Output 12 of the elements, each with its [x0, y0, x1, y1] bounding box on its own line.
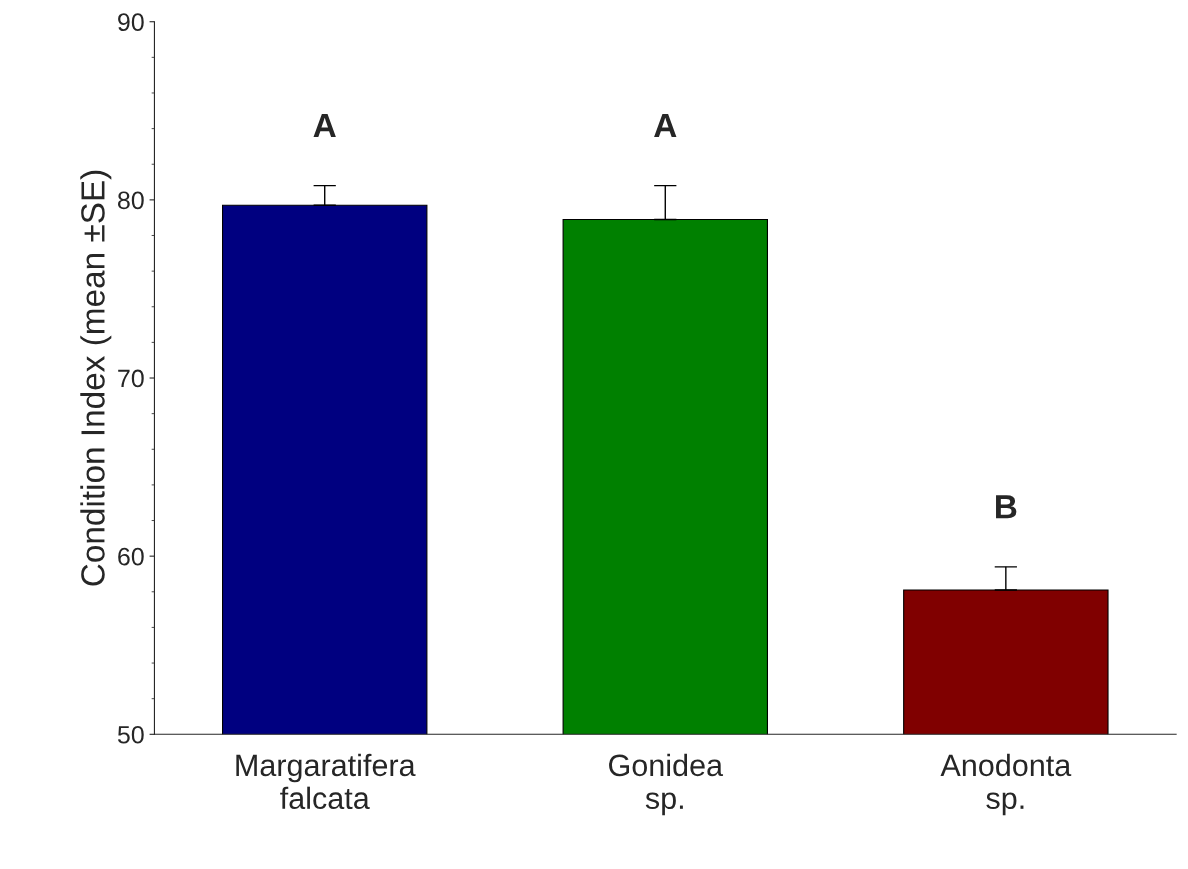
x-tick-label: Margaratifera falcata — [236, 753, 416, 810]
x-tick-label: Gonidea sp. — [609, 753, 724, 816]
annotation: A — [313, 114, 336, 138]
annotation: A — [654, 114, 677, 138]
y-tick-label: 70 — [118, 369, 144, 388]
y-axis-title: Condition Index (mean ±SE) — [80, 170, 112, 586]
y-tick-label: 60 — [118, 547, 144, 566]
y-tick-label: 50 — [117, 725, 144, 744]
x-tick-label: Anodonta sp. — [940, 753, 1072, 816]
annotation: B — [996, 495, 1017, 519]
y-tick-label: 80 — [118, 191, 144, 210]
y-tick-label: 90 — [118, 13, 144, 32]
